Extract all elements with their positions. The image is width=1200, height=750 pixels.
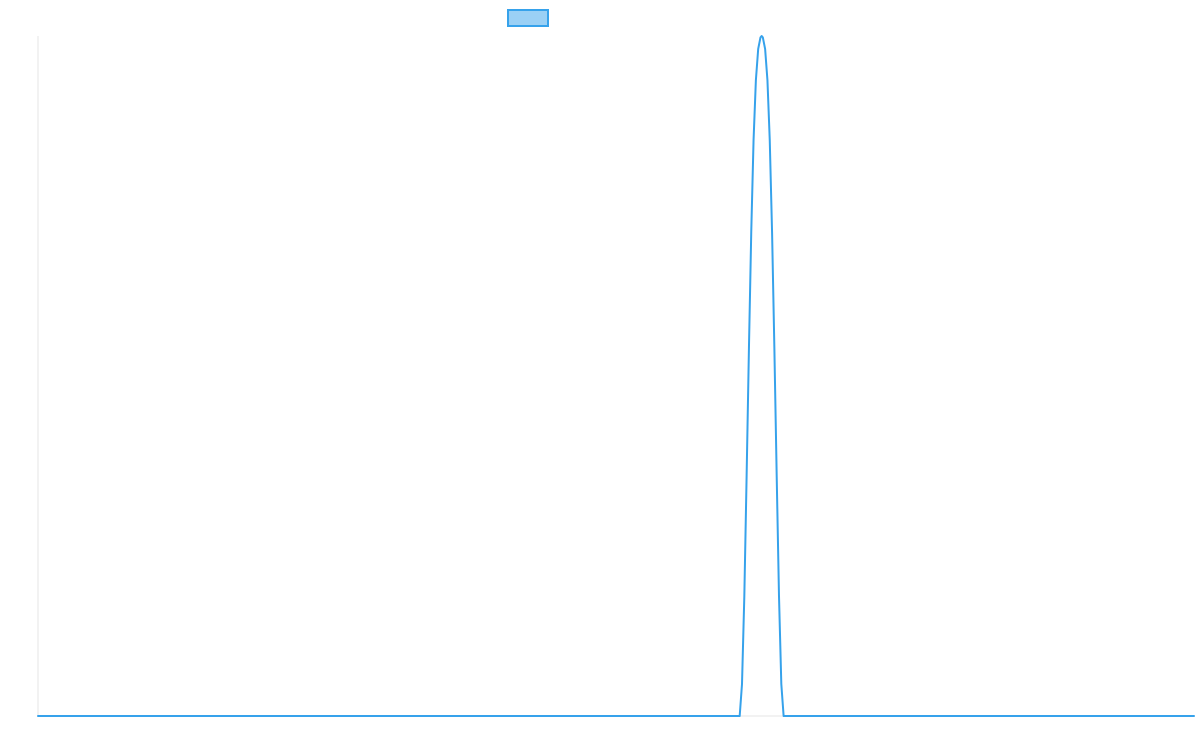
plot-area <box>37 35 1195 717</box>
legend-item-0[interactable] <box>507 9 549 27</box>
legend-swatch[interactable] <box>507 9 549 27</box>
legend[interactable] <box>507 9 549 27</box>
series-line-0 <box>37 35 1195 717</box>
